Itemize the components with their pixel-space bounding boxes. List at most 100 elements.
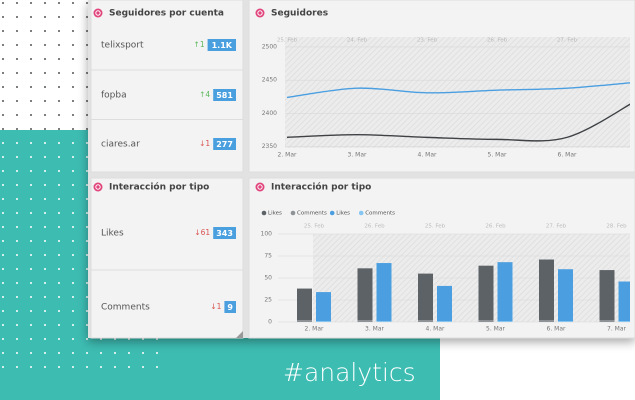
icon <box>93 182 103 192</box>
legend-label: Likes <box>268 211 282 217</box>
tagline: #analytics <box>283 358 416 387</box>
x-tick-label: 2. Mar <box>305 326 324 333</box>
bar <box>418 320 433 322</box>
bar <box>618 281 630 322</box>
row-name: telixsport <box>101 41 144 51</box>
change: ↑1 <box>194 40 205 49</box>
badge-text: 343 <box>216 229 233 238</box>
top-label: 25. Feb <box>425 224 446 230</box>
bar <box>357 268 373 321</box>
plot <box>297 259 630 322</box>
bar <box>437 321 452 322</box>
top-label: 25. Feb <box>277 38 298 44</box>
y-tick-label: 100 <box>261 231 273 238</box>
panel-title: Interacción por tipo <box>109 182 209 193</box>
change: ↑4 <box>199 90 210 99</box>
top-label: 27. Feb <box>557 38 578 44</box>
panel-title: Interacción por tipo <box>271 182 371 193</box>
x-tick-label: 4. Mar <box>418 152 437 159</box>
icon <box>95 10 101 16</box>
resize-handle <box>236 331 243 338</box>
bar <box>297 288 312 321</box>
badge <box>224 301 236 313</box>
top-label: 25. Feb <box>304 224 325 230</box>
top-label: 26. Feb <box>485 224 506 230</box>
bar <box>558 321 573 322</box>
line-series <box>286 82 630 99</box>
badge-text: 9 <box>227 303 233 312</box>
y-tick-label: 2350 <box>262 143 277 150</box>
legend-swatch <box>261 210 267 216</box>
row-name: Likes <box>101 229 124 239</box>
change: ↓1 <box>199 139 210 148</box>
bar <box>539 259 554 321</box>
top-label: 24. Feb <box>347 38 368 44</box>
y-tick-label: 50 <box>264 275 272 282</box>
plot <box>286 82 630 142</box>
bar <box>316 292 331 322</box>
legend-label: Comments <box>297 211 327 217</box>
icon <box>93 8 103 18</box>
bar <box>497 262 513 322</box>
legend-swatch <box>329 210 335 216</box>
bar <box>297 320 312 322</box>
line-series <box>286 103 630 142</box>
bar <box>478 265 494 321</box>
legend-swatch <box>358 210 364 216</box>
top-label: 27. Feb <box>546 224 567 230</box>
badge <box>213 138 236 150</box>
badge <box>213 227 236 239</box>
panel-title: Seguidores por cuenta <box>109 9 224 19</box>
row-name: ciares.ar <box>101 140 140 150</box>
panel-title: Seguidores <box>271 9 328 19</box>
legend-label: Likes <box>336 211 350 217</box>
icon <box>257 10 263 16</box>
x-tick-label: 7. Mar <box>607 326 626 333</box>
y-tick-label: 2400 <box>262 110 277 117</box>
x-tick-label: 3. Mar <box>348 152 367 159</box>
panel <box>90 177 244 339</box>
y-tick-label: 0 <box>268 319 272 326</box>
x-tick-label: 2. Mar <box>278 152 297 159</box>
bar <box>497 321 513 322</box>
top-label: 26. Feb <box>487 38 508 44</box>
y-tick-label: 75 <box>264 253 272 260</box>
bar <box>599 320 615 322</box>
x-tick-label: 4. Mar <box>426 326 445 333</box>
bar <box>418 273 433 321</box>
x-tick-label: 5. Mar <box>486 326 505 333</box>
bar <box>376 263 392 322</box>
x-tick-label: 6. Mar <box>547 326 566 333</box>
legend-swatch <box>290 210 296 216</box>
top-label: 28. Feb <box>606 224 627 230</box>
legend-label: Comments <box>365 211 395 217</box>
x-tick-label: 6. Mar <box>558 152 577 159</box>
row-name: fopba <box>101 91 127 101</box>
bar <box>558 269 573 322</box>
bar <box>478 320 494 322</box>
change: ↓61 <box>194 228 210 237</box>
icon <box>257 184 263 190</box>
y-tick-label: 25 <box>264 297 272 304</box>
top-label: 23. Feb <box>417 38 438 44</box>
bar <box>357 320 373 322</box>
bar <box>618 321 630 322</box>
badge-text: 277 <box>216 140 233 149</box>
bar <box>599 270 615 321</box>
badge-text: 581 <box>216 91 233 100</box>
badge <box>207 39 236 51</box>
bar <box>539 320 554 322</box>
top-label: 26. Feb <box>364 224 385 230</box>
icon <box>255 182 265 192</box>
x-tick-label: 3. Mar <box>365 326 384 333</box>
y-tick-label: 2500 <box>262 43 277 50</box>
icon <box>255 8 265 18</box>
change: ↓1 <box>210 302 221 311</box>
badge-text: 1.1K <box>212 41 233 50</box>
x-tick-label: 5. Mar <box>488 152 507 159</box>
y-tick-label: 2450 <box>262 77 277 84</box>
bar <box>316 321 331 322</box>
bar <box>376 321 392 322</box>
